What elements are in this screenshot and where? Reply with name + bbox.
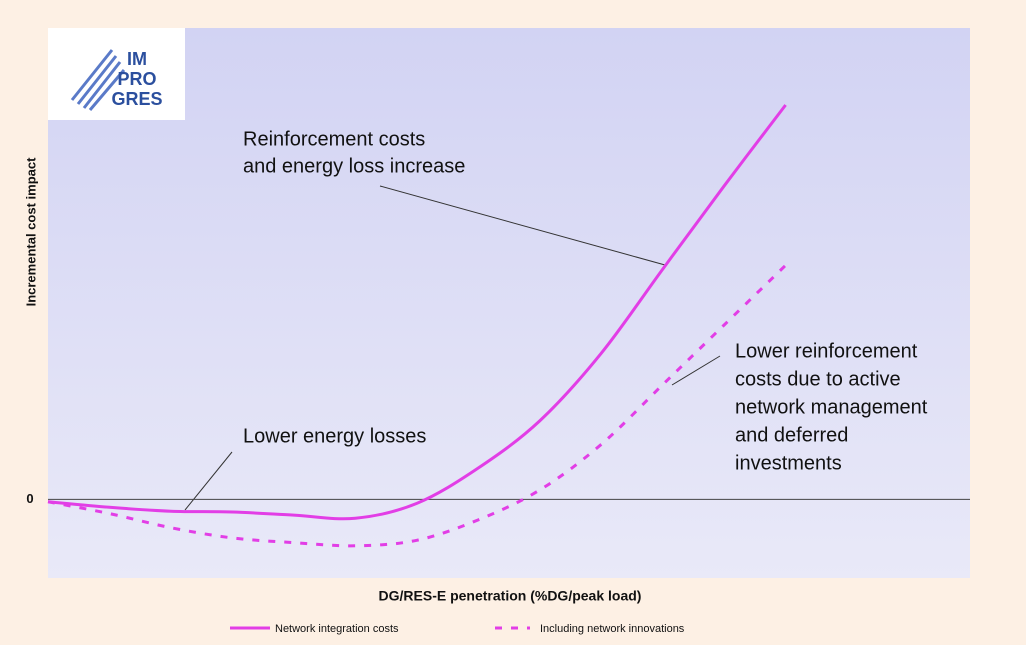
logo-text: IM <box>127 49 147 69</box>
annotation: network management <box>735 396 928 418</box>
series-line <box>47 264 787 548</box>
logo-stripes <box>70 49 126 111</box>
leader-line <box>184 451 233 511</box>
y-axis-label: Incremental cost impact <box>23 157 38 306</box>
series-line <box>47 104 787 521</box>
annotation: Reinforcement costs <box>243 128 425 150</box>
annotation: and energy loss increase <box>243 155 465 177</box>
logo: IM PRO GRES <box>48 28 185 120</box>
annotation: and deferred <box>735 424 848 446</box>
leader-line <box>379 185 666 266</box>
logo-text: PRO <box>117 69 156 89</box>
annotation: Lower reinforcement <box>735 340 918 362</box>
legend-label: Network integration costs <box>275 623 399 635</box>
logo-box <box>48 28 185 120</box>
annotation: Lower energy losses <box>243 425 426 447</box>
leaders <box>184 185 721 511</box>
plot-area <box>48 28 970 578</box>
annotation: costs due to active <box>735 368 901 390</box>
legend-label: Including network innovations <box>540 623 685 635</box>
leader-line <box>671 355 721 386</box>
y-tick-label: 0 <box>26 491 33 506</box>
logo-text: GRES <box>111 89 162 109</box>
x-axis-label: DG/RES-E penetration (%DG/peak load) <box>379 588 642 604</box>
annotation: investments <box>735 452 842 474</box>
